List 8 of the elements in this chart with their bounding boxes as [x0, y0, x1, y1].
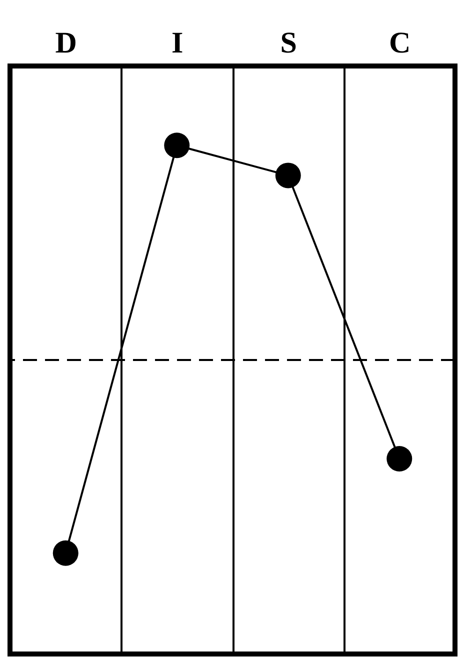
point: [52, 540, 78, 566]
point: [164, 132, 190, 158]
point: [386, 446, 412, 472]
x-tick-label: D: [55, 26, 77, 60]
x-tick-label: I: [172, 26, 184, 60]
point: [275, 162, 301, 188]
x-tick-label: S: [280, 26, 297, 60]
x-tick-label: C: [389, 26, 411, 60]
